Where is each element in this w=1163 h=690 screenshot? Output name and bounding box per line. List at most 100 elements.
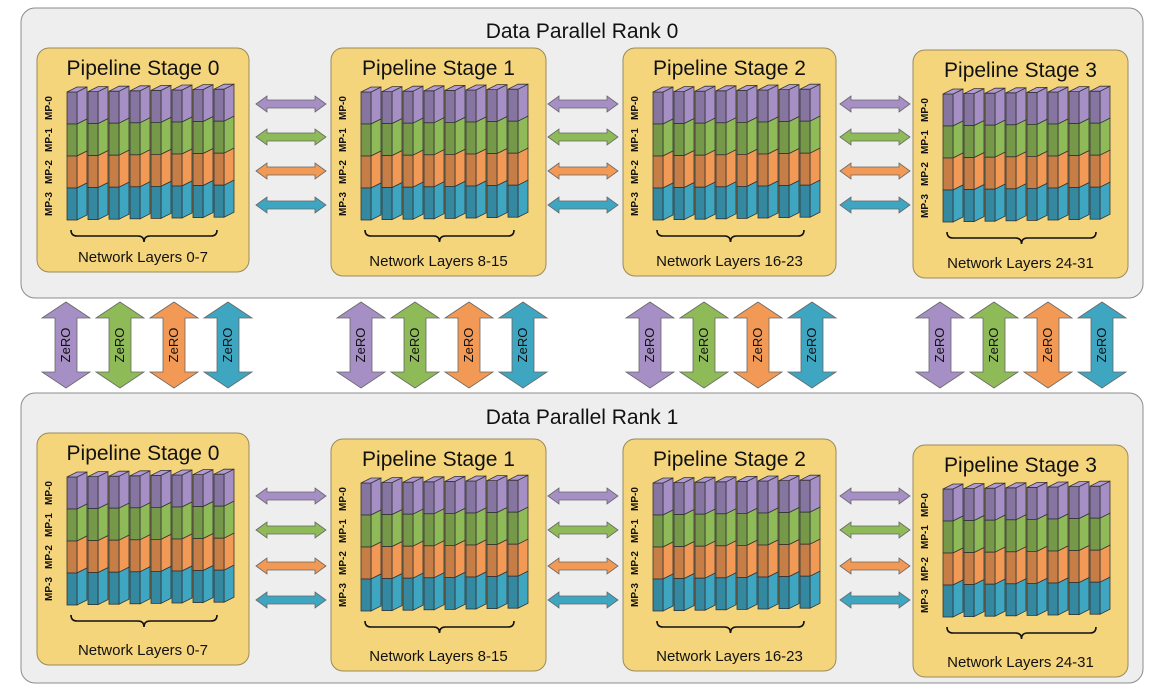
- layer-slab: [984, 482, 1006, 617]
- mp-label-2: MP-2: [920, 162, 931, 186]
- slab-side-mp-2: [223, 147, 235, 186]
- slab-front-mp-3: [984, 188, 996, 222]
- slab-side-mp-1: [683, 508, 695, 548]
- slab-front-mp-1: [757, 512, 769, 546]
- layer-slab: [1089, 85, 1111, 220]
- slab-top: [486, 84, 508, 90]
- slab-front-mp-2: [1089, 154, 1101, 188]
- pipeline-arrow: [839, 128, 911, 146]
- slab-side-mp-3: [994, 578, 1006, 617]
- slab-front-mp-0: [694, 481, 706, 515]
- slab-side-mp-3: [370, 573, 382, 612]
- slab-front-mp-1: [381, 123, 393, 156]
- slab-front-mp-0: [171, 474, 183, 508]
- layer-slab: [736, 84, 758, 220]
- slab-front-mp-0: [757, 480, 769, 514]
- slab-top: [402, 476, 424, 483]
- slab-top: [715, 85, 737, 92]
- mp-label-0: MP-0: [920, 98, 931, 122]
- zero-arrow-shape: [678, 301, 730, 389]
- slab-front-mp-2: [129, 154, 141, 188]
- slab-side-mp-1: [370, 509, 382, 548]
- zero-arrow-shape: [94, 301, 146, 389]
- slab-side-mp-1: [181, 501, 193, 540]
- slab-side-mp-2: [139, 534, 151, 573]
- slab-front-mp-2: [736, 545, 748, 578]
- slab-top: [150, 85, 172, 91]
- layer-slab: [1068, 85, 1090, 221]
- slab-side-mp-1: [788, 506, 800, 546]
- slab-front-mp-3: [694, 577, 706, 611]
- slab-front-mp-0: [963, 488, 975, 522]
- layers-brace: [946, 231, 1097, 245]
- slab-side-mp-3: [725, 181, 737, 220]
- slab-side-mp-2: [118, 534, 130, 573]
- slab-front-mp-0: [757, 89, 769, 123]
- slab-front-mp-0: [942, 93, 954, 127]
- slab-front-mp-1: [213, 505, 225, 539]
- slab-side-mp-1: [97, 502, 109, 542]
- slab-top: [171, 469, 193, 476]
- slab-side-mp-0: [370, 477, 382, 516]
- slab-top: [984, 482, 1006, 489]
- slab-front-mp-1: [963, 125, 975, 158]
- slab-front-mp-1: [423, 513, 435, 547]
- mp-label-1: MP-1: [338, 519, 349, 543]
- layer-stack: [652, 474, 821, 612]
- slab-side-mp-1: [160, 116, 172, 156]
- slab-side-mp-0: [1057, 481, 1069, 520]
- slab-side-mp-0: [370, 86, 382, 125]
- slab-side-mp-1: [704, 508, 716, 547]
- slab-side-mp-2: [391, 149, 403, 189]
- slab-side-mp-3: [1036, 577, 1048, 617]
- slab-side-mp-0: [97, 470, 109, 510]
- slab-side-mp-3: [475, 571, 487, 610]
- slab-front-mp-1: [66, 123, 78, 157]
- slab-front-mp-1: [1026, 519, 1038, 552]
- slab-side-mp-0: [412, 476, 424, 515]
- slab-side-mp-1: [683, 117, 695, 157]
- slab-front-mp-2: [87, 155, 99, 189]
- slab-side-mp-3: [433, 181, 445, 220]
- slab-side-mp-2: [746, 148, 758, 188]
- slab-side-mp-2: [475, 148, 487, 187]
- layer-slab: [1089, 480, 1111, 615]
- slab-front-mp-0: [799, 88, 811, 122]
- slab-front-mp-3: [486, 185, 498, 219]
- slab-side-mp-2: [809, 147, 821, 186]
- slab-side-mp-2: [496, 538, 508, 578]
- slab-front-mp-2: [1005, 156, 1017, 190]
- slab-front-mp-2: [963, 157, 975, 191]
- slab-side-mp-2: [683, 540, 695, 580]
- slab-side-mp-2: [118, 149, 130, 188]
- slab-side-mp-1: [496, 506, 508, 546]
- slab-front-mp-1: [1047, 123, 1059, 157]
- slab-top: [87, 86, 109, 92]
- slab-side-mp-1: [433, 117, 445, 156]
- slab-front-mp-3: [963, 584, 975, 617]
- slab-front-mp-0: [465, 89, 477, 123]
- layer-slab: [486, 83, 508, 219]
- slab-side-mp-1: [746, 507, 758, 547]
- slab-side-mp-0: [202, 468, 214, 508]
- layer-slab: [465, 84, 487, 219]
- zero-label: ZeRO: [166, 328, 181, 363]
- slab-side-mp-1: [517, 115, 529, 154]
- slab-side-mp-3: [1099, 181, 1111, 220]
- layer-slab: [171, 84, 193, 219]
- slab-front-mp-2: [757, 153, 769, 187]
- slab-front-mp-2: [465, 153, 477, 187]
- slab-front-mp-0: [213, 473, 225, 507]
- slab-front-mp-0: [1026, 486, 1038, 520]
- slab-front-mp-1: [444, 513, 456, 546]
- slab-side-mp-2: [767, 539, 779, 578]
- layer-slab: [715, 85, 737, 220]
- layer-slab: [108, 470, 130, 605]
- slab-top: [108, 470, 130, 477]
- slab-side-mp-2: [370, 150, 382, 189]
- slab-front-mp-2: [486, 544, 498, 577]
- zero-arrow-shape: [624, 301, 676, 389]
- slab-side-mp-3: [97, 566, 109, 606]
- mp-label-0: MP-0: [920, 493, 931, 517]
- slab-side-mp-1: [1078, 117, 1090, 157]
